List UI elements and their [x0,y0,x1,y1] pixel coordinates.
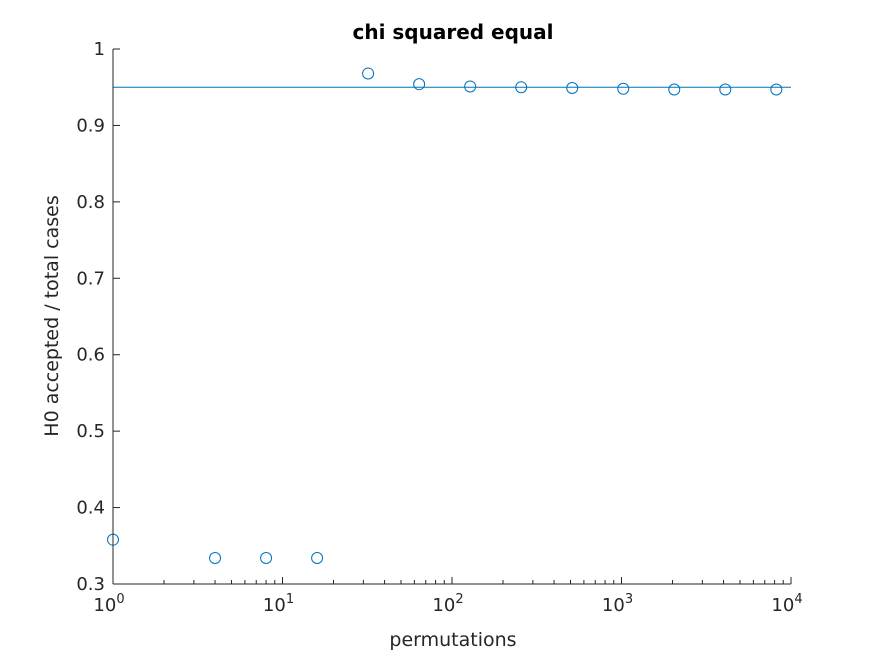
x-tick-label: 103 [602,592,633,616]
x-tick-label: 101 [263,592,294,616]
data-point [566,81,579,94]
data-point [719,83,732,96]
plot-area [107,67,791,565]
y-tick-label: 0.3 [76,574,105,595]
data-point [413,78,426,91]
data-point [464,80,477,93]
y-axis-label: H0 accepted / total cases [41,195,63,436]
y-tick-label: 0.7 [76,268,105,289]
x-tick-label: 102 [432,592,463,616]
y-tick-label: 0.8 [76,192,105,213]
axes [112,48,792,585]
chart-title: chi squared equal [352,20,553,44]
y-tick-label: 0.6 [76,345,105,366]
data-point [770,83,783,96]
x-tick-label: 104 [771,592,802,616]
data-point [362,67,375,80]
y-tick-label: 0.5 [76,421,105,442]
data-point [209,552,222,565]
data-point [515,81,528,94]
tick-labels: 0.3 0.4 0.5 0.6 0.7 0.8 0.9 1 100 101 102 103 104 [76,39,802,616]
data-point [668,83,681,96]
data-point [260,552,273,565]
data-point [311,552,324,565]
x-axis-label: permutations [389,629,516,651]
y-tick-label: 1 [94,39,105,60]
y-tick-label: 0.9 [76,115,105,136]
y-tick-label: 0.4 [76,498,105,519]
x-tick-label: 100 [93,592,124,616]
data-point [617,82,630,95]
